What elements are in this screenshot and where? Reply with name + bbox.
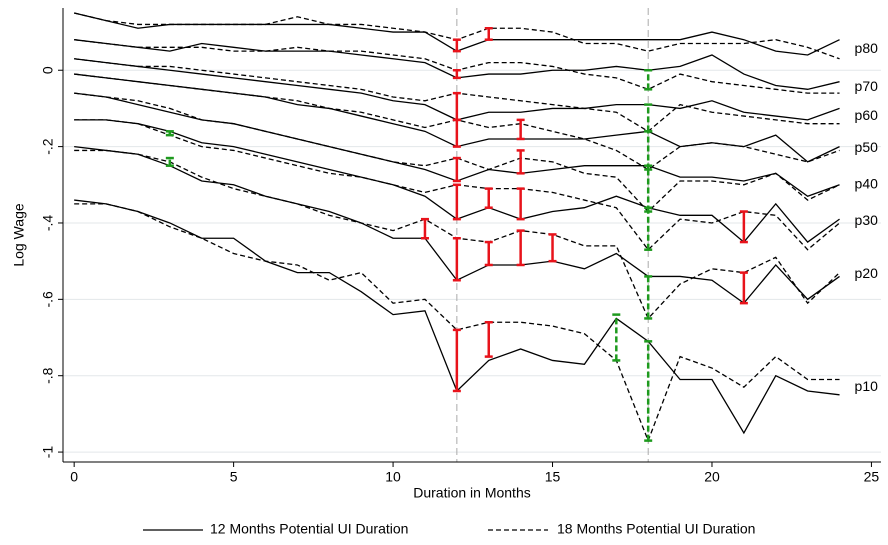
line-label: p80 bbox=[855, 40, 879, 56]
legend-label: 18 Months Potential UI Duration bbox=[557, 521, 755, 537]
line-label: p60 bbox=[855, 107, 879, 123]
x-tick-label: 25 bbox=[864, 469, 880, 485]
y-tick-label: 0 bbox=[40, 66, 56, 74]
series-line bbox=[74, 92, 840, 213]
y-tick-label: -.4 bbox=[40, 215, 56, 232]
y-tick-label: -.6 bbox=[40, 291, 56, 308]
x-tick-label: 20 bbox=[704, 469, 720, 485]
x-tick-label: 5 bbox=[230, 469, 238, 485]
line-label: p30 bbox=[855, 212, 879, 228]
y-tick-label: -.8 bbox=[40, 367, 56, 384]
y-tick-label: -.2 bbox=[40, 138, 56, 155]
series-line bbox=[74, 203, 840, 443]
x-tick-label: 0 bbox=[70, 469, 78, 485]
legend-label: 12 Months Potential UI Duration bbox=[210, 521, 408, 537]
y-axis-label: Log Wage bbox=[11, 203, 27, 267]
line-label: p40 bbox=[855, 175, 879, 191]
line-label: p20 bbox=[855, 265, 879, 281]
line-label: p70 bbox=[855, 78, 879, 94]
y-tick-label: -1 bbox=[40, 446, 56, 459]
x-tick-label: 10 bbox=[385, 469, 401, 485]
x-axis-label: Duration in Months bbox=[413, 485, 531, 501]
x-tick-label: 15 bbox=[545, 469, 561, 485]
line-label: p50 bbox=[855, 139, 879, 155]
line-label: p10 bbox=[855, 378, 879, 394]
